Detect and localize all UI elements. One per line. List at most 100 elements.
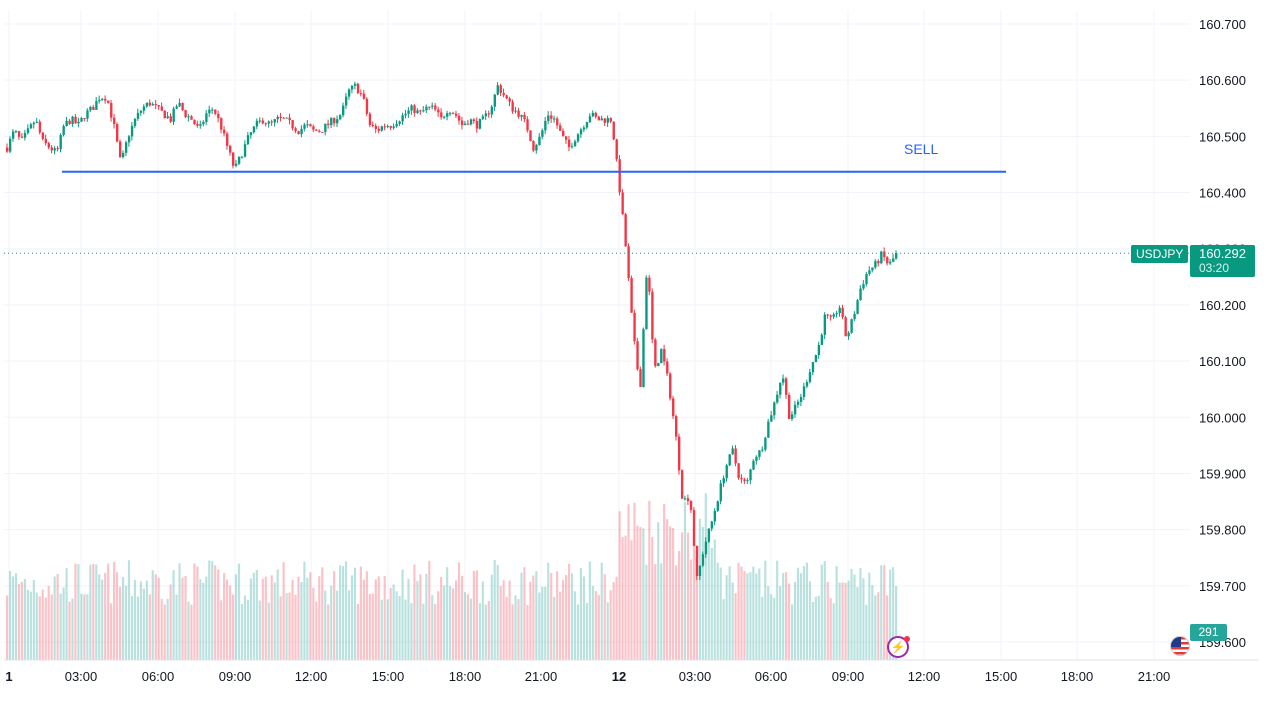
volume-bar: [157, 577, 160, 660]
candle-body: [98, 99, 101, 102]
volume-bar: [752, 566, 755, 660]
volume-bar: [850, 568, 853, 660]
volume-bar: [425, 573, 428, 660]
volume-bar: [288, 592, 291, 660]
candle-body: [535, 144, 538, 151]
candle-body: [389, 125, 392, 128]
candle-body: [544, 120, 547, 131]
candle-body: [600, 118, 604, 121]
candle-body: [404, 113, 407, 116]
volume-bar: [743, 571, 746, 660]
volume-bar: [294, 594, 297, 660]
candle-body: [14, 131, 18, 133]
candle-body: [725, 465, 728, 479]
candle-body: [654, 339, 657, 367]
volume-bar: [139, 581, 142, 660]
candle-body: [505, 95, 508, 99]
candle-body: [630, 278, 633, 313]
volume-bar: [675, 565, 678, 660]
volume-bar: [672, 527, 675, 660]
candle-body: [475, 121, 479, 129]
volume-bar: [166, 598, 169, 660]
candle-body: [680, 470, 684, 499]
candle-body: [746, 480, 749, 482]
candle-body: [110, 103, 113, 118]
volume-bar: [413, 564, 416, 660]
volume-bar: [127, 560, 131, 660]
candle-body: [333, 118, 336, 124]
volume-bar: [431, 595, 434, 660]
candle-body: [410, 105, 413, 111]
candle-body: [306, 124, 309, 126]
volume-bar: [779, 586, 782, 660]
candle-body: [660, 349, 663, 364]
candle-body: [20, 136, 24, 138]
volume-bar: [380, 599, 383, 660]
candle-body: [793, 404, 797, 415]
time-tick: 03:00: [65, 669, 98, 684]
volume-bar: [121, 577, 125, 660]
price-tick: 160.100: [1199, 354, 1246, 369]
time-tick: 06:00: [755, 669, 788, 684]
volume-bar: [529, 581, 532, 660]
candle-body: [380, 126, 384, 131]
candle-body: [443, 116, 446, 118]
volume-bar: [716, 562, 719, 660]
candle-body: [523, 114, 526, 120]
candle-body: [585, 122, 589, 128]
candle-body: [719, 483, 722, 502]
volume-bar: [243, 595, 247, 660]
volume-bar: [666, 519, 669, 660]
volume-bar: [567, 563, 571, 660]
volume-bar: [151, 570, 154, 660]
volume-bar: [725, 575, 728, 660]
candle-body: [460, 120, 464, 126]
volume-bar: [229, 585, 232, 660]
volume-bar: [526, 604, 529, 660]
time-axis[interactable]: 1 03:00 06:00 09:00 12:00 15:00 18:00 21:00 12 03…: [5, 669, 1170, 684]
volume-bar: [773, 597, 776, 660]
candle-body: [609, 118, 612, 122]
volume-bar: [698, 518, 701, 660]
candle-body: [294, 128, 297, 132]
volume-bars: [6, 493, 898, 660]
volume-bar: [77, 564, 80, 660]
volume-bar: [324, 590, 327, 660]
volume-bar: [883, 565, 886, 660]
last-price-tag: 160.292 03:20: [1190, 245, 1255, 277]
candle-body: [698, 565, 702, 577]
candle-body: [127, 136, 131, 143]
candle-body: [847, 332, 850, 337]
volume-bar: [654, 564, 657, 660]
volume-bar: [785, 572, 788, 660]
us-flag-icon[interactable]: [1170, 636, 1190, 656]
candle-body: [853, 313, 856, 320]
volume-bar: [496, 564, 499, 660]
candle-body: [422, 110, 425, 112]
volume-bar: [359, 566, 362, 660]
lightning-icon[interactable]: ⚡: [887, 636, 910, 658]
volume-bar: [532, 575, 535, 660]
volume-bar: [853, 574, 856, 660]
volume-bar: [582, 576, 585, 660]
candle-body: [83, 118, 86, 120]
candle-body: [895, 253, 898, 259]
volume-bar: [208, 560, 211, 660]
price-tick: 160.200: [1199, 298, 1246, 313]
volume-bar: [193, 563, 196, 660]
candle-body: [773, 402, 776, 416]
volume-bar: [814, 596, 817, 660]
volume-bar: [871, 585, 874, 660]
volume-bar: [669, 526, 672, 660]
volume-bar: [214, 565, 217, 660]
candle-body: [677, 436, 681, 471]
volume-bar: [680, 532, 684, 660]
volume-bar: [333, 571, 336, 660]
volume-bar: [856, 586, 859, 660]
price-axis[interactable]: 160.700160.600160.500160.400160.300160.2…: [1199, 17, 1246, 650]
volume-bar: [199, 579, 202, 660]
volume-bar: [790, 604, 794, 660]
candle-body: [353, 83, 357, 86]
volume-bar: [541, 586, 544, 660]
